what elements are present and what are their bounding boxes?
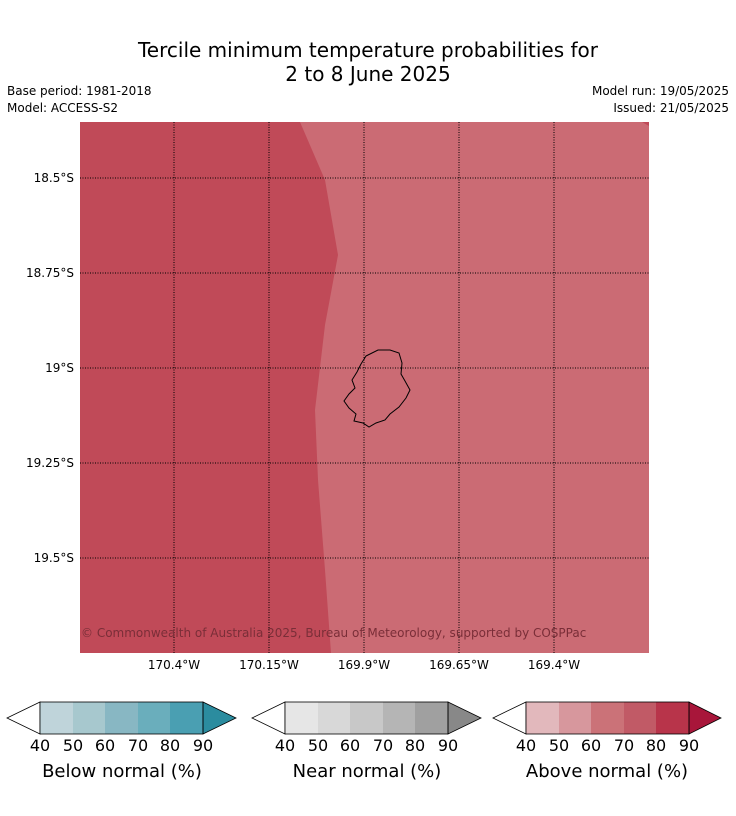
probability-region-80-90	[80, 122, 338, 653]
colorbar-below-normal-bin-4	[138, 702, 170, 734]
colorbar-tick: 90	[192, 736, 214, 755]
lon-label-169-4: 169.4°W	[527, 658, 581, 672]
colorbar-above-normal-low-extend	[492, 701, 527, 735]
probability-region-corner	[642, 122, 649, 126]
colorbar-tick: 80	[159, 736, 181, 755]
colorbar-tick: 80	[404, 736, 426, 755]
metadata-left: Base period: 1981-2018 Model: ACCESS-S2	[7, 83, 152, 117]
colorbar-near-normal-high-extend	[447, 701, 482, 735]
colorbar-near-normal-bin-3	[350, 702, 383, 734]
colorbar-below-normal-bin-2	[73, 702, 105, 734]
colorbar-near-normal-bin-4	[383, 702, 415, 734]
colorbar-tick: 60	[94, 736, 116, 755]
title-line-1: Tercile minimum temperature probabilitie…	[137, 38, 599, 62]
colorbar-near-normal-label: Near normal (%)	[292, 761, 442, 782]
lon-label-170-4: 170.4°W	[147, 658, 201, 672]
colorbar-tick: 70	[127, 736, 149, 755]
colorbar-tick: 50	[62, 736, 84, 755]
lat-label-18-5: 18.5°S	[33, 171, 74, 185]
colorbar-below-normal-label: Below normal (%)	[42, 761, 202, 782]
colorbar-below-normal	[6, 701, 237, 735]
colorbar-tick: 70	[613, 736, 635, 755]
lon-label-169-65: 169.65°W	[429, 658, 489, 672]
colorbar-above-normal	[492, 701, 722, 735]
lat-label-19: 19°S	[45, 361, 74, 375]
colorbar-tick: 50	[548, 736, 570, 755]
colorbar-tick: 60	[580, 736, 602, 755]
lat-label-19-5: 19.5°S	[33, 551, 74, 565]
colorbar-near-normal-bin-5	[415, 702, 448, 734]
island-coastline	[343, 349, 411, 428]
colorbar-above-normal-high-extend	[688, 701, 722, 735]
colorbar-near-normal-bin-2	[318, 702, 350, 734]
colorbar-near-normal-low-extend	[251, 701, 286, 735]
colorbar-tick: 80	[645, 736, 667, 755]
colorbar-above-normal-bin-3	[591, 702, 624, 734]
colorbar-tick: 70	[372, 736, 394, 755]
map-panel: © Commonwealth of Australia 2025, Bureau…	[80, 122, 649, 653]
graticule	[80, 122, 649, 653]
colorbar-tick: 90	[678, 736, 700, 755]
colorbar-above-normal-bin-2	[559, 702, 591, 734]
colorbar-tick: 40	[274, 736, 296, 755]
model-name: Model: ACCESS-S2	[7, 101, 119, 115]
colorbar-tick: 40	[515, 736, 537, 755]
colorbar-tick: 90	[437, 736, 459, 755]
colorbar-tick: 50	[307, 736, 329, 755]
lon-label-170-15: 170.15°W	[239, 658, 299, 672]
colorbar-near-normal-bin-1	[285, 702, 318, 734]
colorbar-above-normal-bin-4	[624, 702, 656, 734]
colorbar-above-normal-label: Above normal (%)	[525, 761, 689, 782]
model-run: Model run: 19/05/2025	[591, 84, 729, 98]
colorbar-below-normal-high-extend	[202, 701, 237, 735]
issued-date: Issued: 21/05/2025	[613, 101, 729, 115]
title-line-2: 2 to 8 June 2025	[285, 62, 451, 86]
lat-label-18-75: 18.75°S	[26, 266, 74, 280]
metadata-right: Model run: 19/05/2025 Issued: 21/05/2025	[592, 83, 729, 117]
colorbar-below-normal-bin-5	[170, 702, 203, 734]
colorbar-below-normal-bin-3	[105, 702, 138, 734]
colorbar-tick: 40	[29, 736, 51, 755]
lon-label-169-9: 169.9°W	[337, 658, 391, 672]
colorbar-near-normal	[251, 701, 482, 735]
colorbar-tick: 60	[339, 736, 361, 755]
copyright-notice: © Commonwealth of Australia 2025, Bureau…	[81, 626, 586, 640]
map-title: Tercile minimum temperature probabilitie…	[0, 38, 736, 86]
colorbar-below-normal-low-extend	[6, 701, 41, 735]
colorbar-above-normal-bin-5	[656, 702, 689, 734]
lat-label-19-25: 19.25°S	[26, 456, 74, 470]
colorbar-above-normal-bin-1	[526, 702, 559, 734]
colorbar-below-normal-bin-1	[40, 702, 73, 734]
base-period: Base period: 1981-2018	[7, 84, 152, 98]
